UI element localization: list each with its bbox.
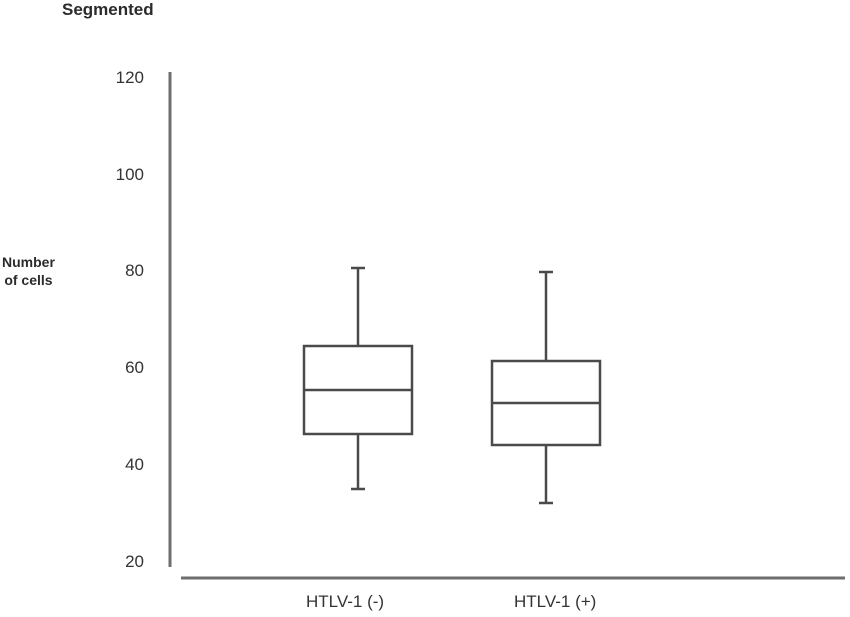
- y-tick-100: 100: [115, 165, 144, 184]
- y-tick-40: 40: [125, 455, 144, 474]
- y-axis-label-line1: Number: [2, 254, 55, 270]
- y-tick-20: 20: [125, 552, 144, 571]
- x-tick-htlv-negative: HTLV-1 (-): [306, 592, 385, 611]
- y-tick-80: 80: [125, 261, 144, 280]
- box-htlv-positive: [490, 270, 602, 505]
- y-axis-label-line2: of cells: [4, 272, 53, 288]
- y-axis-label: Number of cells: [2, 253, 55, 289]
- y-tick-120: 120: [115, 68, 144, 87]
- chart-title: Segmented: [62, 0, 154, 19]
- x-tick-htlv-positive: HTLV-1 (+): [514, 592, 597, 611]
- y-tick-60: 60: [125, 358, 144, 377]
- box-htlv-negative: [302, 266, 414, 491]
